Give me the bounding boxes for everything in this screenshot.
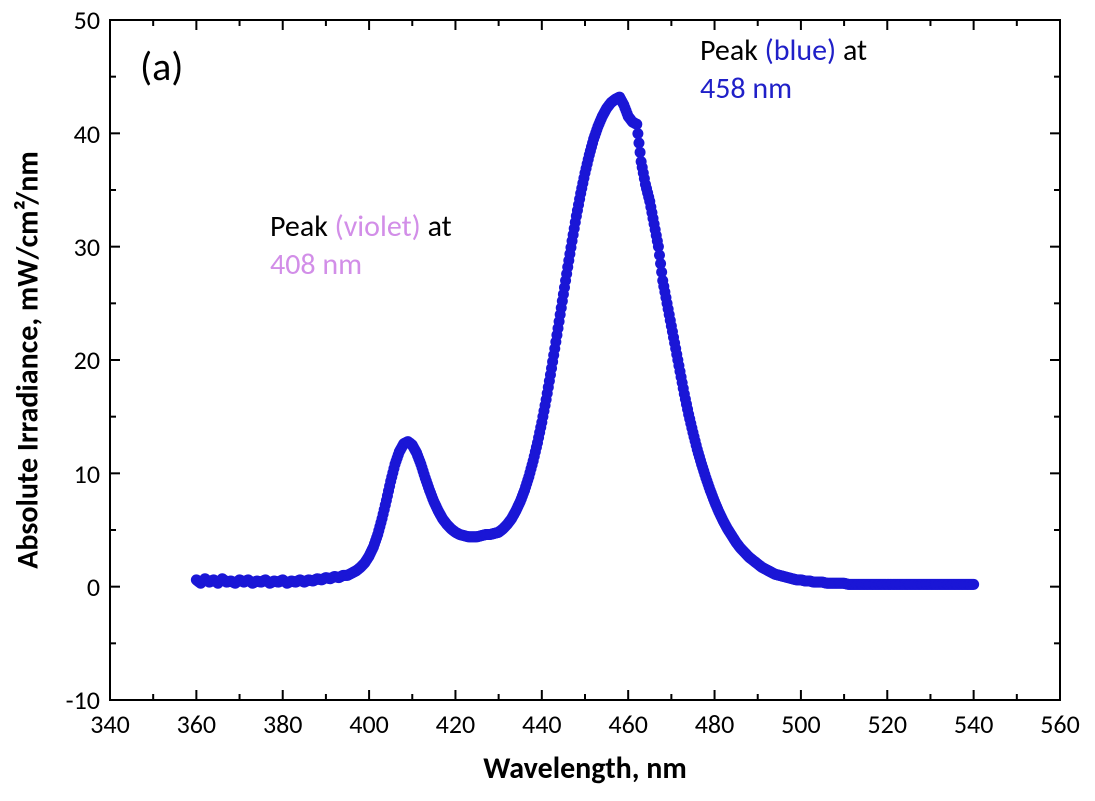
x-tick-label: 440: [512, 708, 572, 740]
x-tick-label: 460: [598, 708, 658, 740]
x-tick-label: 480: [685, 708, 745, 740]
y-tick-label: 0: [40, 571, 100, 603]
x-tick-label: 400: [339, 708, 399, 740]
chart-container: Absolute Irradiance, mW/cm²/nm Wavelengt…: [0, 0, 1095, 801]
x-tick-label: 380: [253, 708, 313, 740]
y-tick-label: 40: [40, 118, 100, 150]
chart-svg: [0, 0, 1095, 801]
y-tick-label: 30: [40, 231, 100, 263]
x-tick-label: 420: [425, 708, 485, 740]
x-tick-label: 520: [857, 708, 917, 740]
y-tick-label: 50: [40, 4, 100, 36]
x-tick-label: 360: [166, 708, 226, 740]
y-tick-label: -10: [40, 684, 100, 716]
panel-label: (a): [140, 42, 183, 92]
x-tick-label: 560: [1030, 708, 1090, 740]
x-tick-label: 500: [771, 708, 831, 740]
x-axis-label: Wavelength, nm: [483, 750, 687, 787]
annotation-blue: Peak (blue) at458 nm: [700, 32, 867, 107]
y-tick-label: 20: [40, 344, 100, 376]
annotation-violet: Peak (violet) at408 nm: [270, 208, 452, 283]
y-tick-label: 10: [40, 458, 100, 490]
x-tick-label: 540: [944, 708, 1004, 740]
